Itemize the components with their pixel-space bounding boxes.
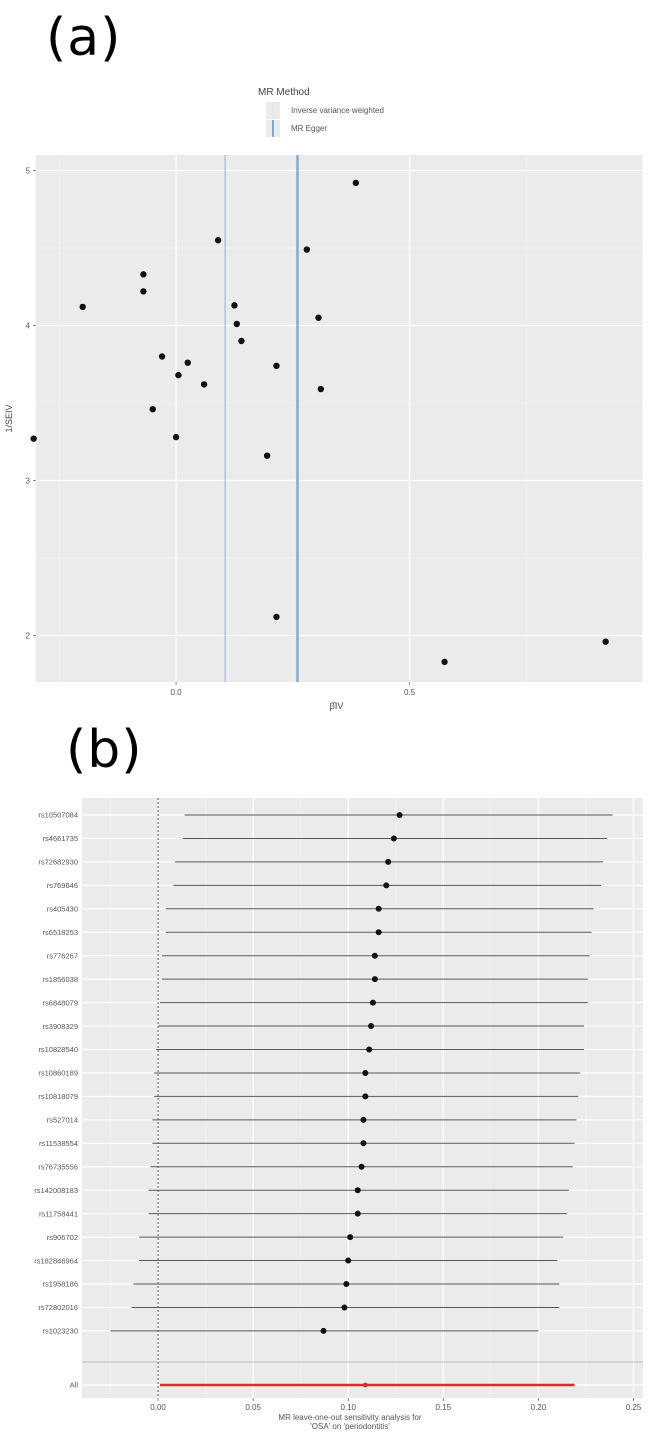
snp-label: rs6848079 — [43, 998, 78, 1007]
snp-label: rs776267 — [47, 951, 78, 960]
y-tick-label: 2 — [26, 632, 31, 641]
snp-label: rs76735556 — [38, 1162, 78, 1171]
funnel-plot: 2 3 4 5 0.0 0.5 β̂IV 1/SEIV MR Method Inverse var… — [4, 87, 644, 711]
scatter-point — [140, 271, 147, 278]
snp-label: rs11538554 — [39, 1139, 78, 1148]
snp-label: rs906702 — [47, 1233, 78, 1242]
x-axis-title-line1: MR leave-one-out sensitivity analysis fo… — [278, 1413, 422, 1422]
legend-label: Inverse variance weighted — [291, 106, 384, 115]
estimate-point — [354, 1210, 361, 1217]
scatter-point — [303, 246, 311, 253]
estimate-point — [354, 1187, 361, 1194]
scatter-point — [214, 237, 222, 244]
scatter-point — [317, 385, 325, 393]
y-tick-label: 3 — [26, 477, 31, 486]
snp-label: rs10860189 — [38, 1069, 78, 1078]
scatter-point — [352, 179, 360, 187]
scatter-point — [273, 613, 280, 621]
x-axis-title-line2: 'OSA' on 'periodontitis' — [310, 1422, 390, 1431]
estimate-point — [371, 976, 378, 983]
plot-a-background — [36, 155, 643, 682]
estimate-point — [358, 1163, 365, 1170]
estimate-point — [360, 1140, 367, 1147]
snp-label: rs72802016 — [38, 1303, 78, 1312]
scatter-point — [233, 320, 240, 328]
snp-label: rs142008183 — [34, 1186, 78, 1195]
estimate-point — [362, 1069, 369, 1076]
estimate-point — [390, 835, 397, 842]
estimate-point — [371, 952, 378, 959]
x-tick-label: 0.0 — [171, 688, 183, 697]
snp-label: rs1856038 — [43, 975, 78, 984]
snp-label: rs769646 — [47, 881, 78, 890]
snp-label: rs11758441 — [39, 1209, 78, 1218]
estimate-point — [385, 858, 392, 865]
estimate-point — [360, 1116, 367, 1123]
estimate-point — [347, 1234, 354, 1241]
scatter-point — [238, 337, 245, 345]
scatter-point — [184, 359, 191, 366]
snp-label: rs1958186 — [43, 1280, 78, 1289]
snp-label: rs527014 — [47, 1116, 78, 1125]
overall-estimate-point — [362, 1382, 368, 1388]
snp-label: rs3908329 — [43, 1022, 78, 1031]
scatter-point — [30, 435, 37, 442]
scatter-point — [79, 303, 86, 311]
estimate-point — [396, 812, 403, 818]
scatter-point — [172, 433, 180, 441]
estimate-point — [341, 1304, 348, 1311]
scatter-point — [140, 288, 147, 295]
x-tick-label: 0.10 — [340, 1403, 356, 1412]
y-axis-title: 1/SEIV — [4, 404, 14, 432]
panel-a-label: (a) — [46, 8, 122, 68]
x-tick-label: 0.15 — [436, 1403, 452, 1412]
estimate-point — [362, 1093, 369, 1100]
snp-label: rs10507084 — [38, 811, 78, 820]
snp-label: rs72682930 — [38, 858, 78, 867]
scatter-point — [273, 362, 280, 369]
scatter-point — [263, 452, 271, 459]
x-tick-label: 0.20 — [531, 1403, 547, 1412]
scatter-point — [315, 314, 322, 321]
snp-label: rs4661735 — [43, 834, 78, 843]
legend-label: MR Egger — [291, 124, 327, 133]
estimate-point — [368, 1023, 375, 1030]
estimate-point — [375, 905, 382, 912]
y-tick-label: 4 — [26, 322, 31, 331]
estimate-point — [366, 1046, 373, 1053]
y-tick-label: 5 — [26, 167, 31, 176]
estimate-point — [343, 1281, 350, 1287]
snp-label: rs10828540 — [38, 1045, 78, 1054]
x-tick-label: 0.05 — [245, 1403, 261, 1412]
scatter-point — [441, 658, 448, 666]
plot-b-background — [82, 798, 643, 1398]
scatter-point — [602, 638, 609, 645]
overall-label: All — [70, 1381, 79, 1390]
snp-label: rs1023230 — [43, 1327, 78, 1336]
scatter-point — [175, 371, 182, 379]
estimate-point — [345, 1257, 352, 1264]
scatter-point — [200, 381, 208, 388]
estimate-point — [375, 929, 382, 936]
scatter-point — [231, 302, 238, 309]
snp-label: rs182846964 — [34, 1256, 78, 1265]
snp-label: rs10818079 — [38, 1092, 78, 1101]
panel-b-label: (b) — [66, 720, 143, 780]
legend-title: MR Method — [258, 87, 310, 98]
estimate-point — [369, 999, 376, 1006]
scatter-point — [158, 353, 166, 360]
x-tick-label: 0.25 — [626, 1403, 642, 1412]
snp-label: rs405430 — [47, 905, 78, 914]
x-tick-label: 0.5 — [404, 688, 416, 697]
snp-label: rs6518253 — [43, 928, 78, 937]
x-tick-label: 0.00 — [150, 1403, 166, 1412]
estimate-point — [383, 882, 390, 889]
x-axis-title: β̂IV — [330, 701, 344, 711]
estimate-point — [320, 1327, 327, 1334]
scatter-point — [149, 406, 156, 413]
